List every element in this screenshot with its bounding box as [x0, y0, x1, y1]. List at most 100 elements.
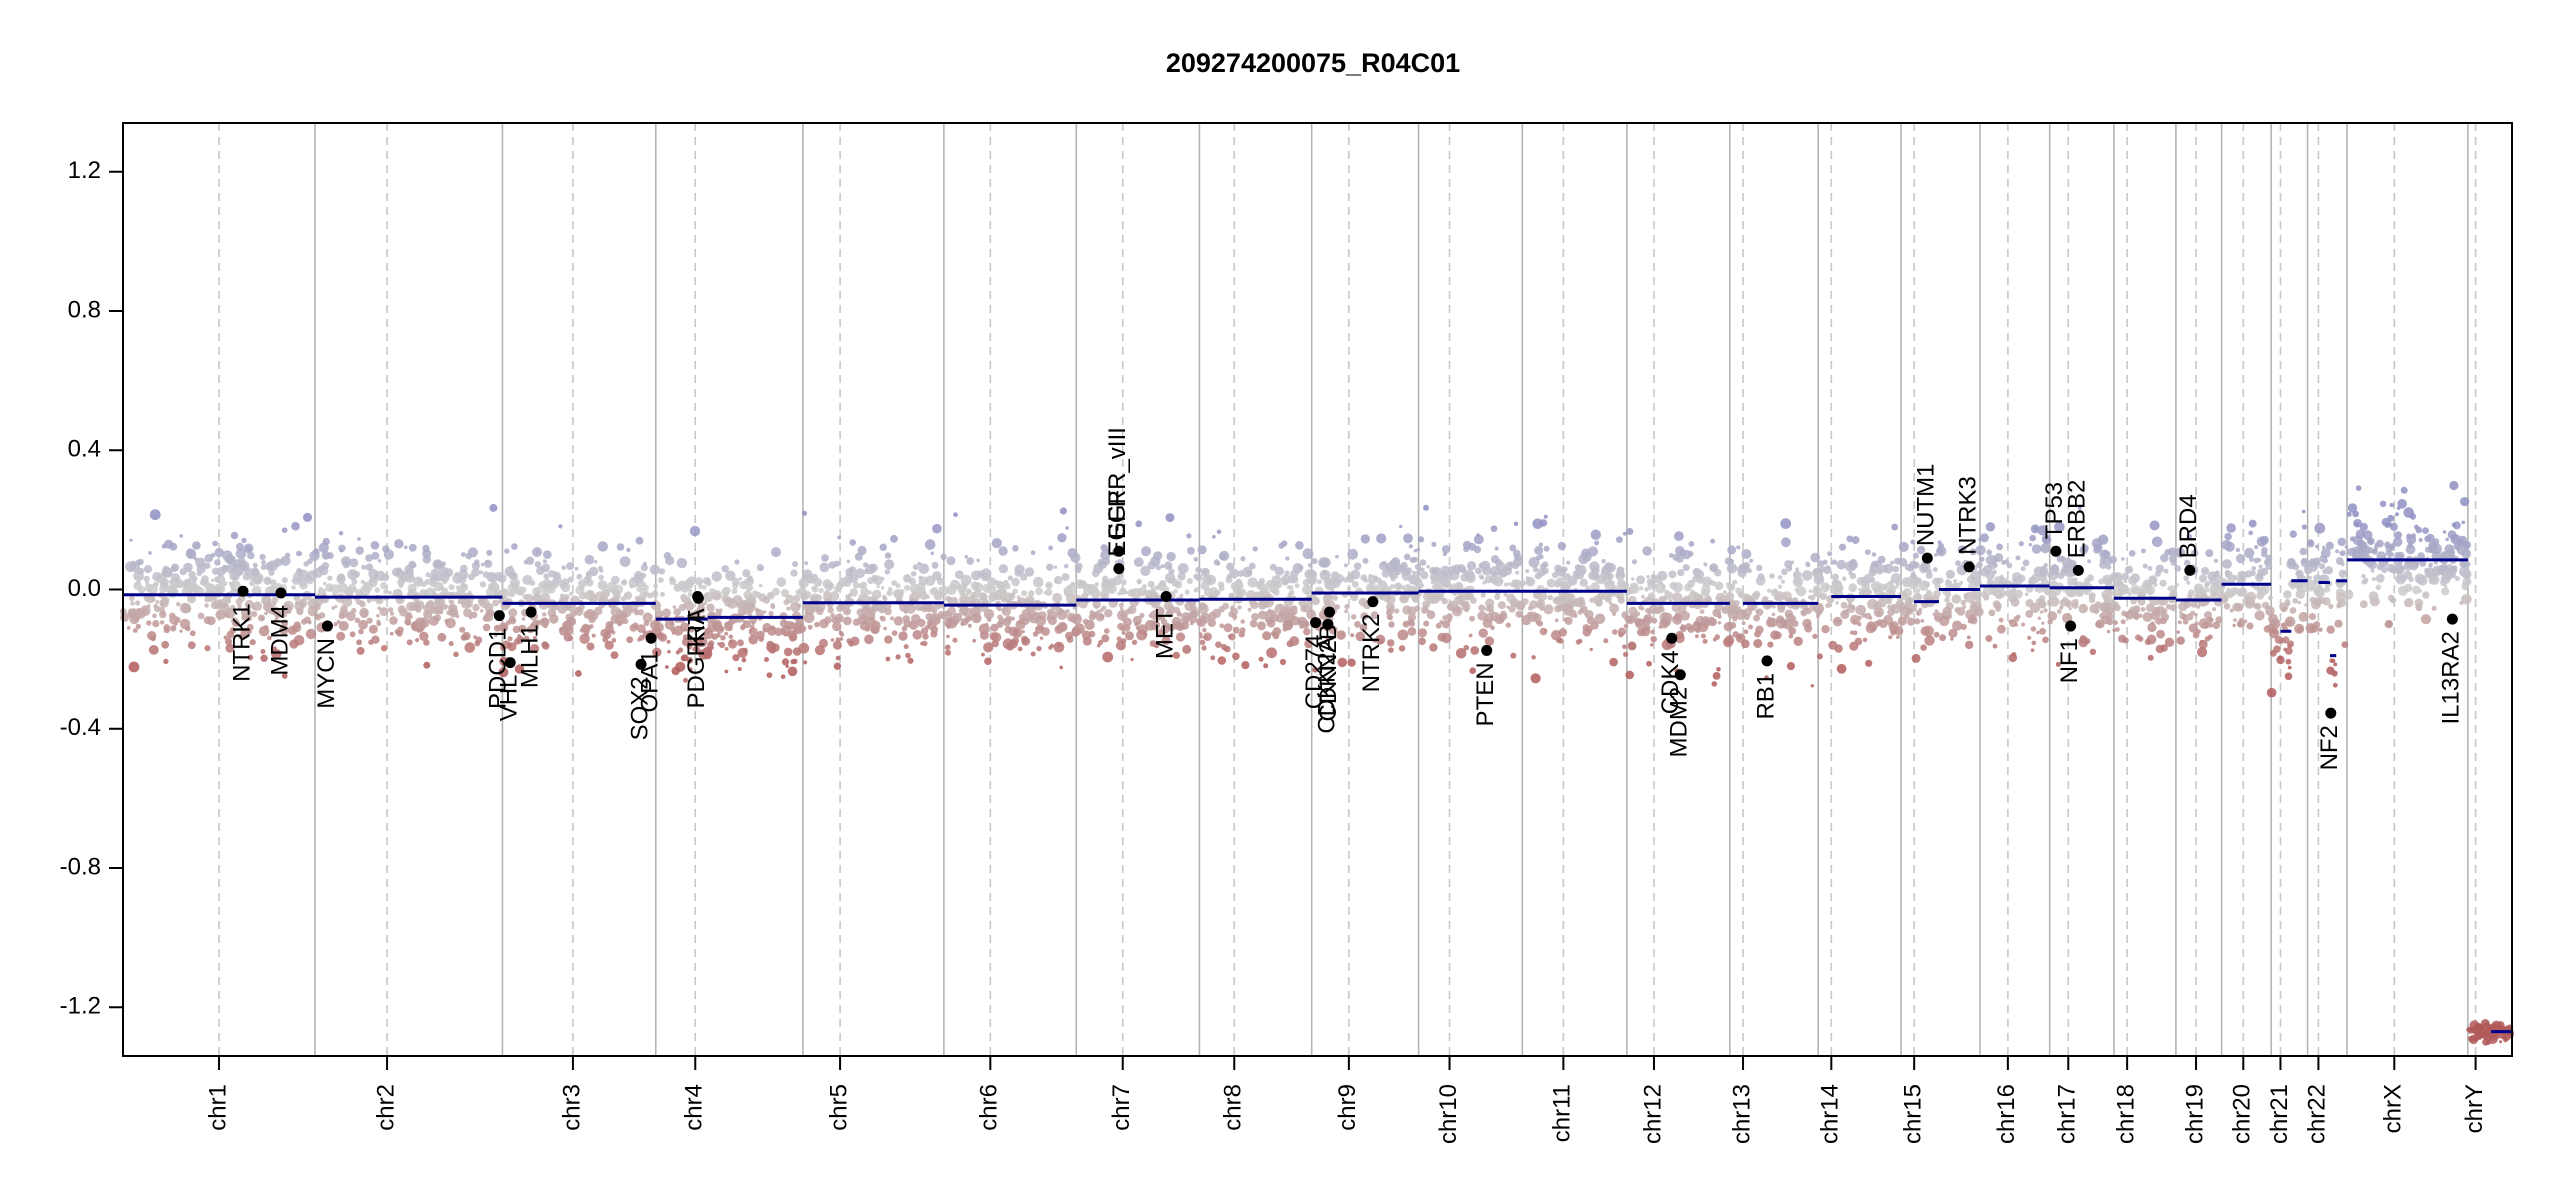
- probe-point: [1213, 559, 1220, 566]
- probe-point: [2375, 573, 2385, 583]
- probe-point: [2371, 549, 2378, 555]
- probe-point: [389, 631, 394, 636]
- probe-point: [871, 574, 878, 582]
- probe-point: [2122, 637, 2129, 644]
- probe-point: [1423, 504, 1429, 511]
- probe-point: [783, 647, 793, 657]
- probe-point: [1920, 619, 1925, 623]
- probe-point: [1573, 613, 1578, 618]
- probe-point: [2460, 497, 2470, 507]
- probe-point: [1455, 648, 1467, 659]
- y-tick-label: 0.8: [68, 296, 101, 323]
- probe-point: [997, 614, 1003, 621]
- probe-point: [2155, 605, 2166, 616]
- probe-point: [1176, 622, 1185, 632]
- probe-point: [1950, 637, 1954, 641]
- probe-point: [176, 601, 181, 607]
- probe-point: [2274, 635, 2283, 644]
- x-tick-label: chr20: [2229, 1084, 2256, 1144]
- probe-point: [1681, 549, 1692, 560]
- probe-point: [2106, 629, 2111, 634]
- gene-label: NUTM1: [1913, 463, 1940, 546]
- probe-point: [2355, 485, 2362, 491]
- probe-point: [1792, 576, 1804, 588]
- probe-point: [996, 621, 1004, 628]
- probe-point: [1411, 570, 1416, 575]
- probe-point: [835, 655, 841, 661]
- probe-point: [223, 635, 228, 640]
- probe-point: [1905, 580, 1909, 585]
- probe-point: [2301, 509, 2306, 514]
- probe-point: [2249, 557, 2254, 562]
- probe-point: [1934, 577, 1942, 585]
- probe-point: [847, 593, 852, 598]
- probe-point: [2432, 538, 2440, 546]
- probe-point: [915, 604, 922, 611]
- probe-point: [780, 674, 786, 679]
- probe-point: [2207, 622, 2214, 628]
- probe-point: [2113, 588, 2124, 598]
- probe-point: [1127, 605, 1137, 614]
- probe-point: [1347, 658, 1356, 667]
- probe-point: [665, 555, 675, 566]
- probe-point: [2099, 557, 2106, 564]
- probe-point: [727, 639, 738, 649]
- probe-point: [253, 575, 263, 585]
- probe-point: [429, 574, 437, 581]
- probe-point: [2353, 552, 2361, 561]
- probe-point: [210, 552, 216, 558]
- probe-point: [1005, 615, 1012, 623]
- probe-point: [338, 544, 346, 552]
- probe-point: [204, 645, 211, 652]
- probe-point: [1422, 592, 1431, 601]
- probe-point: [2276, 655, 2285, 665]
- probe-point: [2104, 577, 2111, 584]
- probe-point: [1249, 619, 1258, 628]
- probe-point: [2397, 585, 2408, 596]
- probe-point: [483, 559, 493, 568]
- probe-point: [1951, 594, 1962, 604]
- probe-point: [2407, 542, 2413, 549]
- probe-point: [2088, 592, 2096, 600]
- probe-point: [684, 601, 695, 611]
- probe-point: [1748, 624, 1753, 630]
- probe-point: [1247, 607, 1252, 612]
- probe-point: [2080, 544, 2089, 553]
- probe-point: [149, 509, 161, 521]
- probe-point: [884, 559, 895, 570]
- probe-point: [153, 581, 159, 587]
- probe-point: [1229, 568, 1239, 579]
- probe-point: [2037, 616, 2042, 620]
- probe-point: [876, 585, 880, 589]
- probe-point: [642, 561, 648, 567]
- probe-point: [1473, 534, 1484, 545]
- probe-point: [1512, 562, 1519, 570]
- probe-point: [2057, 609, 2062, 614]
- probe-point: [1046, 608, 1053, 615]
- probe-point: [2214, 570, 2220, 576]
- probe-point: [1423, 620, 1430, 627]
- probe-point: [338, 531, 344, 536]
- probe-point: [1788, 633, 1794, 639]
- probe-point: [492, 599, 499, 607]
- probe-point: [1674, 633, 1685, 644]
- probe-point: [1300, 605, 1307, 613]
- probe-point: [1288, 585, 1294, 591]
- probe-point: [152, 613, 157, 619]
- probe-point: [1821, 625, 1830, 634]
- probe-point: [336, 574, 346, 585]
- probe-point: [830, 613, 836, 619]
- probe-point: [1862, 637, 1868, 643]
- probe-point: [1130, 657, 1134, 662]
- probe-point: [748, 627, 758, 636]
- probe-point: [1920, 626, 1931, 636]
- probe-point: [798, 625, 807, 633]
- probe-point: [246, 623, 254, 631]
- probe-point: [884, 635, 893, 644]
- probe-point: [1985, 635, 1993, 642]
- probe-point: [1332, 595, 1338, 601]
- probe-point: [1053, 565, 1057, 569]
- probe-point: [2115, 627, 2120, 632]
- probe-point: [241, 614, 248, 621]
- probe-point: [2368, 591, 2379, 602]
